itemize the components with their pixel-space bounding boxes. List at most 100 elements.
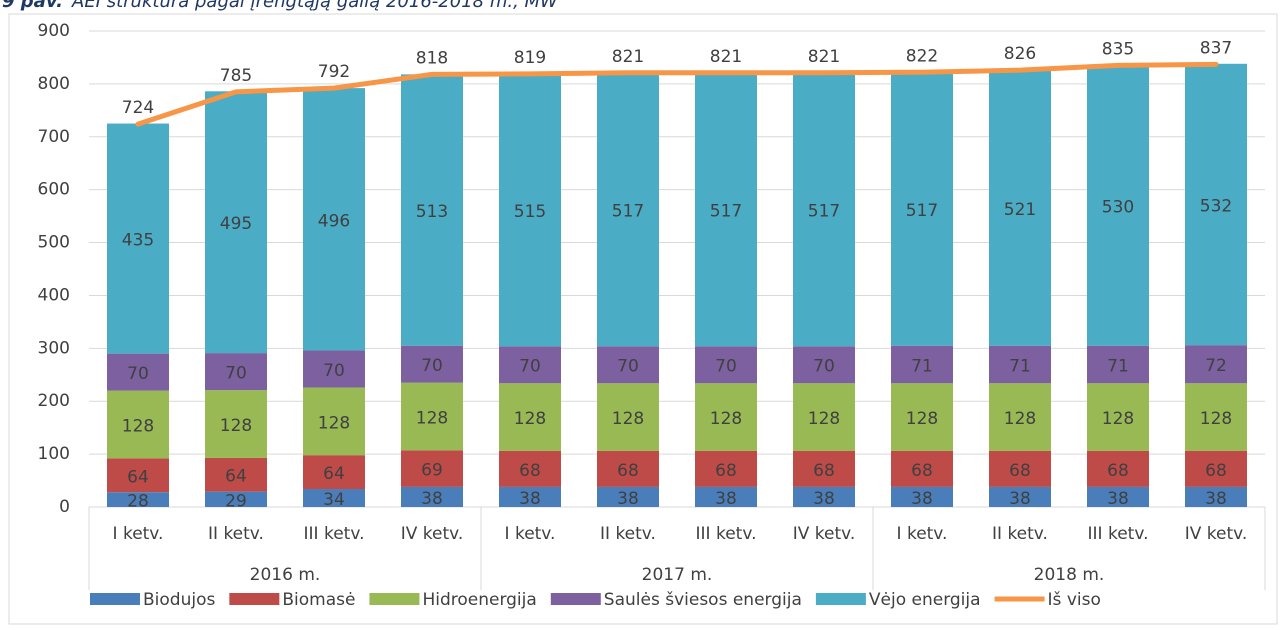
bar-segment xyxy=(793,383,855,451)
data-label: 71 xyxy=(1107,356,1129,376)
data-label: 68 xyxy=(715,461,737,481)
legend-label: Saulės šviesos energija xyxy=(604,590,802,610)
chart-subtitle: AEI struktūra pagal įrengtąją galią 2016… xyxy=(71,0,559,12)
data-label: 513 xyxy=(416,202,448,222)
data-label: 128 xyxy=(514,409,546,429)
legend-label: Vėjo energija xyxy=(869,590,981,610)
total-label: 785 xyxy=(220,66,252,86)
data-label: 128 xyxy=(808,409,840,429)
bar-segment xyxy=(1087,345,1149,384)
bar-segment xyxy=(401,486,463,507)
bar-segment xyxy=(597,383,659,451)
bar-segment xyxy=(597,450,659,487)
total-label: 821 xyxy=(710,47,742,67)
bar-segment xyxy=(891,72,953,346)
data-label: 532 xyxy=(1200,196,1232,216)
data-label: 128 xyxy=(122,416,154,436)
legend-swatch xyxy=(229,593,280,605)
data-label: 68 xyxy=(1009,461,1031,481)
data-label: 34 xyxy=(323,490,345,510)
bar-segment xyxy=(499,450,561,487)
x-tick-label: IV ketv. xyxy=(401,524,464,544)
total-label: 822 xyxy=(906,46,938,66)
legend-swatch xyxy=(815,593,866,605)
bar-segment xyxy=(401,382,463,451)
data-label: 435 xyxy=(122,231,154,251)
x-tick-label: II ketv. xyxy=(992,524,1048,544)
total-label: 818 xyxy=(416,48,448,68)
total-label: 792 xyxy=(318,62,350,82)
x-tick-label: I ketv. xyxy=(113,524,164,544)
data-label: 28 xyxy=(127,492,149,512)
bar-segment xyxy=(695,383,757,451)
bar-segment xyxy=(303,455,365,490)
bar-segment xyxy=(1185,345,1247,384)
bar-segment xyxy=(989,345,1051,384)
group-label: 2017 m. xyxy=(642,565,713,585)
data-label: 68 xyxy=(1205,461,1227,481)
data-label: 517 xyxy=(612,202,644,222)
y-tick-label: 200 xyxy=(38,391,70,411)
bar-segment xyxy=(401,450,463,487)
legend-label: Biodujos xyxy=(143,590,215,610)
legend-swatch xyxy=(369,593,420,605)
data-label: 128 xyxy=(612,409,644,429)
total-label: 821 xyxy=(808,47,840,67)
bar-segment xyxy=(695,346,757,384)
y-tick-label: 500 xyxy=(38,233,70,253)
chart-frame xyxy=(8,13,1278,625)
bar-segment xyxy=(989,486,1051,507)
total-label: 819 xyxy=(514,48,546,68)
data-label: 128 xyxy=(1200,409,1232,429)
data-label: 68 xyxy=(1107,461,1129,481)
bar-segment xyxy=(793,72,855,347)
x-tick-label: I ketv. xyxy=(505,524,556,544)
bar-segment xyxy=(1087,450,1149,487)
legend-swatch xyxy=(90,593,140,605)
bar-segment xyxy=(793,346,855,384)
x-tick-label: III ketv. xyxy=(1088,524,1149,544)
bar-segment xyxy=(1087,383,1149,451)
bar-segment xyxy=(1185,486,1247,507)
bar-segment xyxy=(989,383,1051,451)
bar-segment xyxy=(597,486,659,507)
bar-segment xyxy=(107,353,169,391)
data-label: 517 xyxy=(710,202,742,222)
bar-segment xyxy=(401,74,463,346)
x-tick-label: I ketv. xyxy=(897,524,948,544)
x-tick-label: II ketv. xyxy=(600,524,656,544)
data-label: 38 xyxy=(519,489,541,509)
bar-segment xyxy=(303,387,365,456)
data-label: 64 xyxy=(127,467,149,487)
bar-segment xyxy=(205,457,267,492)
data-label: 70 xyxy=(715,357,737,377)
data-label: 29 xyxy=(225,491,247,511)
data-label: 128 xyxy=(1102,409,1134,429)
data-label: 530 xyxy=(1102,198,1134,218)
data-label: 70 xyxy=(225,364,247,384)
bar-segment xyxy=(695,486,757,507)
bar-segment xyxy=(303,350,365,388)
bar-segment xyxy=(1185,450,1247,487)
data-label: 38 xyxy=(1009,489,1031,509)
data-label: 128 xyxy=(220,416,252,436)
bar-segment xyxy=(597,346,659,384)
y-tick-label: 600 xyxy=(38,180,70,200)
y-tick-label: 900 xyxy=(38,21,70,41)
data-label: 128 xyxy=(318,413,350,433)
bar-segment xyxy=(891,450,953,487)
bar-segment xyxy=(401,345,463,383)
bar-segment xyxy=(989,450,1051,487)
data-label: 517 xyxy=(808,202,840,222)
data-label: 68 xyxy=(617,461,639,481)
data-label: 38 xyxy=(911,489,933,509)
data-label: 71 xyxy=(911,356,933,376)
bar-segment xyxy=(891,345,953,384)
bar-segment xyxy=(695,450,757,487)
bar-segment xyxy=(499,383,561,451)
bar-segment xyxy=(1185,383,1247,451)
x-tick-label: II ketv. xyxy=(208,524,264,544)
data-label: 128 xyxy=(416,409,448,429)
bar-segment xyxy=(107,492,169,507)
bar-segment xyxy=(205,91,267,354)
